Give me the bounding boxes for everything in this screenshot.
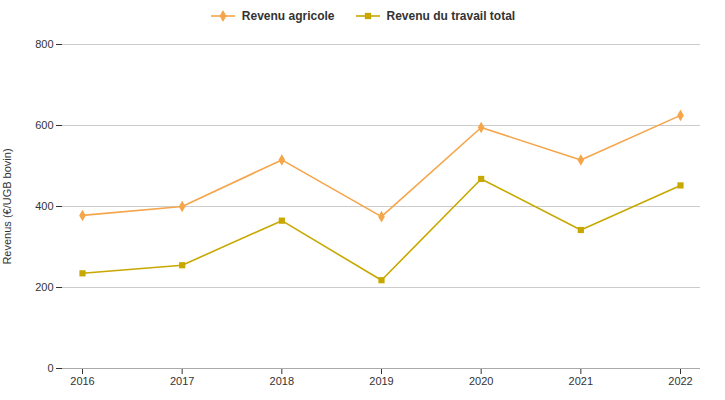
svg-text:2019: 2019 [369, 375, 393, 387]
svg-text:0: 0 [47, 362, 53, 374]
svg-text:2021: 2021 [569, 375, 593, 387]
svg-text:600: 600 [35, 119, 53, 131]
svg-text:2017: 2017 [170, 375, 194, 387]
svg-text:400: 400 [35, 200, 53, 212]
svg-text:2016: 2016 [70, 375, 94, 387]
svg-text:2020: 2020 [469, 375, 493, 387]
svg-text:Revenus (€/UGB bovin): Revenus (€/UGB bovin) [1, 148, 13, 264]
svg-text:800: 800 [35, 38, 53, 50]
svg-text:200: 200 [35, 281, 53, 293]
svg-text:2018: 2018 [270, 375, 294, 387]
html-text:Revenu agricole: Revenu agricole [241, 9, 335, 23]
svg-text:2022: 2022 [668, 375, 692, 387]
html-text:Revenu du travail total: Revenu du travail total [386, 9, 516, 23]
